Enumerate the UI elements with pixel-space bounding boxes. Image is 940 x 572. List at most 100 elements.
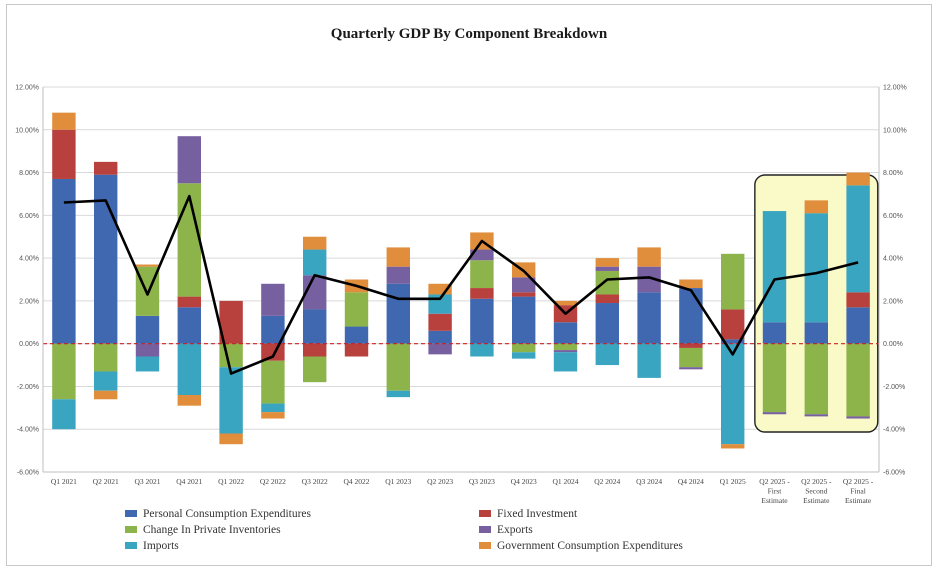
- bar-segment: [386, 283, 411, 344]
- x-category-label: Q2 2023: [427, 477, 453, 486]
- legend-swatch: [479, 542, 491, 549]
- bar-segment: [93, 390, 118, 400]
- x-category-line: Q4 2022: [343, 477, 369, 486]
- bar-segment: [177, 343, 202, 395]
- grid-layer: [43, 86, 879, 473]
- bar-segment: [93, 161, 118, 175]
- legend-label: Fixed Investment: [497, 508, 578, 520]
- x-category-line: Second: [805, 487, 827, 496]
- gdp-line-layer: [63, 194, 859, 375]
- bar-segment: [846, 185, 870, 293]
- legend-swatch: [125, 510, 137, 517]
- x-category-label: Q4 2021: [176, 477, 202, 486]
- legend-swatch: [125, 526, 137, 533]
- bar-segment: [846, 343, 870, 417]
- y2-tick-label: -6.00%: [883, 470, 905, 477]
- bar-segment: [219, 343, 243, 368]
- bar-segment: [261, 412, 285, 419]
- x-category-line: Q1 2023: [385, 477, 411, 486]
- y2-tick-label: 10.00%: [883, 127, 907, 134]
- x-category-label: Q1 2025: [720, 477, 746, 486]
- bar-segment: [679, 347, 703, 368]
- bar-segment: [804, 213, 829, 323]
- x-category-label: Q4 2024: [678, 477, 704, 486]
- bar-segment: [302, 249, 327, 276]
- y-tick-label: -2.00%: [17, 384, 39, 391]
- bars-layer: [52, 112, 870, 449]
- bar-segment: [52, 178, 76, 344]
- bar-segment: [386, 343, 411, 391]
- x-category-label: Q1 2021: [51, 477, 77, 486]
- x-category-label: Q2 2022: [260, 477, 286, 486]
- x-category-label: Q2 2025 -Second Estimate: [801, 477, 832, 505]
- bar-segment: [470, 343, 494, 357]
- bar-segment: [637, 247, 661, 267]
- bar-segment: [261, 403, 285, 413]
- y-tick-label: 8.00%: [19, 170, 39, 177]
- y-tick-label: 0.00%: [19, 341, 39, 348]
- y-tick-label: 2.00%: [19, 298, 39, 305]
- bar-segment: [177, 136, 202, 184]
- x-category-line: Q2 2023: [427, 477, 453, 486]
- bar-segment: [428, 283, 452, 295]
- bar-segment: [595, 343, 620, 366]
- bar-segment: [135, 264, 160, 267]
- x-category-line: Q1 2021: [51, 477, 77, 486]
- bar-segment: [595, 270, 620, 295]
- bar-segment: [595, 258, 620, 267]
- gdp-line: [63, 194, 859, 375]
- bar-segment: [52, 129, 76, 179]
- x-category-line: Q2 2022: [260, 477, 286, 486]
- bar-segment: [261, 315, 285, 344]
- bar-segment: [93, 371, 118, 391]
- y2-tick-label: -2.00%: [883, 384, 905, 391]
- x-category-label: Q3 2021: [134, 477, 160, 486]
- y2-tick-label: 0.00%: [883, 341, 903, 348]
- x-category-line: First: [768, 487, 783, 496]
- x-category-label: Q1 2023: [385, 477, 411, 486]
- bar-segment: [511, 292, 536, 297]
- bar-segment: [135, 343, 160, 357]
- bar-segment: [637, 266, 661, 293]
- bar-segment: [135, 356, 160, 372]
- bar-segment: [553, 352, 578, 372]
- x-category-line: Q2 2024: [594, 477, 620, 486]
- x-category-label: Q3 2022: [302, 477, 328, 486]
- x-category-label: Q2 2025 -Final Estimate: [843, 477, 874, 505]
- y-tick-label: 10.00%: [15, 127, 39, 134]
- bar-segment: [261, 360, 285, 404]
- bar-segment: [386, 390, 411, 398]
- x-category-label: Q4 2023: [511, 477, 537, 486]
- bar-segment: [93, 174, 118, 344]
- bar-segment: [804, 414, 829, 417]
- legend-swatch: [479, 526, 491, 533]
- bar-segment: [720, 444, 745, 449]
- bar-segment: [511, 352, 536, 359]
- y-tick-label: -6.00%: [17, 470, 39, 477]
- y-tick-label: 4.00%: [19, 256, 39, 263]
- bar-segment: [595, 294, 620, 304]
- bar-segment: [595, 303, 620, 344]
- bar-segment: [720, 309, 745, 340]
- axes-layer: -6.00% -6.00% -4.00% -4.00% -2.00% -2.00% 0.00…: [15, 85, 907, 506]
- chart-frame: Quarterly GDP By Component Breakdown -6.…: [6, 4, 932, 566]
- bar-segment: [762, 211, 787, 323]
- x-category-label: Q1 2024: [552, 477, 578, 486]
- bar-segment: [177, 296, 202, 308]
- x-category-line: Q4 2021: [176, 477, 202, 486]
- x-category-label: Q3 2023: [469, 477, 495, 486]
- bar-segment: [428, 343, 452, 355]
- x-category-label: Q2 2021: [93, 477, 119, 486]
- bar-segment: [52, 399, 76, 430]
- x-category-line: Q3 2023: [469, 477, 495, 486]
- legend-label: Change In Private Inventories: [143, 524, 281, 536]
- x-category-line: Q3 2021: [134, 477, 160, 486]
- y2-tick-label: 6.00%: [883, 213, 903, 220]
- bar-segment: [344, 326, 369, 344]
- y2-tick-label: 12.00%: [883, 85, 907, 92]
- x-category-line: Q1 2024: [552, 477, 578, 486]
- bar-segment: [846, 307, 870, 344]
- bar-segment: [302, 309, 327, 344]
- x-category-line: Q2 2025 -: [759, 477, 790, 486]
- bar-segment: [219, 300, 243, 344]
